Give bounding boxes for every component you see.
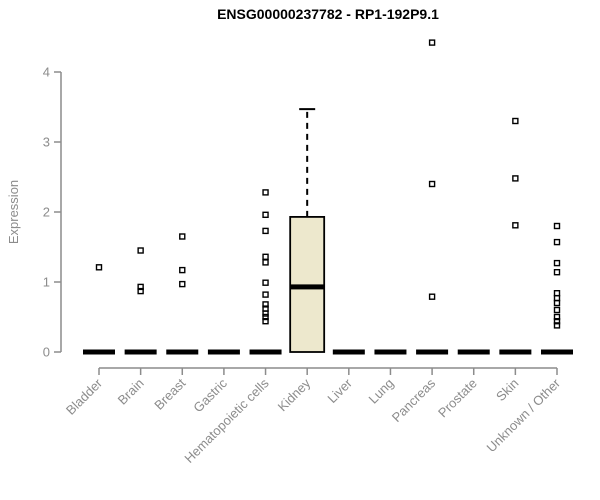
y-axis-title: Expression [6, 180, 21, 244]
outlier-point [512, 222, 519, 229]
outlier-point [137, 247, 144, 254]
zero-median-bar [166, 349, 199, 355]
outlier-point [428, 39, 436, 46]
outlier-point [262, 310, 269, 317]
zero-median-bar [416, 349, 449, 355]
zero-median-bar [83, 349, 115, 355]
zero-median-bar [249, 349, 282, 355]
outlier-point [553, 269, 561, 276]
y-tick-label: 2 [43, 205, 50, 220]
outlier-point [553, 238, 561, 246]
x-tick-label: Bladder [63, 375, 106, 418]
outlier-point [262, 318, 269, 325]
outlier-point [428, 293, 436, 300]
outlier-point [428, 180, 436, 188]
x-tick-label: Kidney [275, 375, 314, 414]
outlier-point [553, 313, 561, 321]
zero-median-bar [207, 349, 240, 355]
x-tick-label: Lung [366, 376, 397, 407]
outlier-point [553, 299, 561, 307]
zero-median-bar [499, 349, 532, 355]
x-tick-label: Breast [151, 375, 188, 412]
outlier-point [137, 287, 144, 295]
outlier-point [179, 266, 186, 274]
outlier-point [512, 175, 519, 182]
outlier-point [553, 318, 561, 325]
zero-median-bar [332, 349, 365, 355]
zero-median-bar [124, 349, 157, 355]
outlier-point [262, 227, 269, 235]
outlier-point [553, 306, 561, 314]
median-line [290, 284, 325, 290]
x-tick-label: Skin [493, 376, 521, 404]
outlier-point [512, 117, 519, 125]
x-tick-label: Liver [324, 375, 355, 406]
x-tick-label: Unknown / Other [484, 375, 564, 455]
chart-title: ENSG00000237782 - RP1-192P9.1 [217, 6, 439, 22]
x-tick-label: Brain [115, 376, 147, 408]
outlier-point [262, 301, 269, 308]
y-tick-label: 0 [43, 345, 50, 360]
outlier-point [262, 211, 269, 219]
zero-median-bar [541, 349, 573, 355]
outlier-point [553, 222, 561, 230]
outlier-point [262, 253, 269, 261]
zero-median-bar [374, 349, 407, 355]
x-tick-label: Pancreas [389, 375, 439, 425]
x-tick-label: Prostate [435, 376, 480, 421]
outlier-point [262, 291, 269, 298]
outlier-point [179, 233, 186, 240]
zero-median-bar [457, 349, 490, 355]
x-tick-label: Gastric [190, 375, 230, 415]
outlier-point [553, 322, 561, 329]
outlier-point [137, 283, 144, 291]
y-tick-label: 1 [43, 275, 50, 290]
outlier-point [262, 259, 269, 266]
outlier-point [179, 280, 186, 288]
outlier-point [262, 279, 269, 286]
outlier-point [262, 189, 269, 196]
y-tick-label: 4 [43, 65, 50, 80]
outlier-point [262, 313, 269, 321]
outlier-point [95, 264, 103, 271]
y-tick-label: 3 [43, 135, 50, 150]
outlier-point [553, 259, 561, 267]
